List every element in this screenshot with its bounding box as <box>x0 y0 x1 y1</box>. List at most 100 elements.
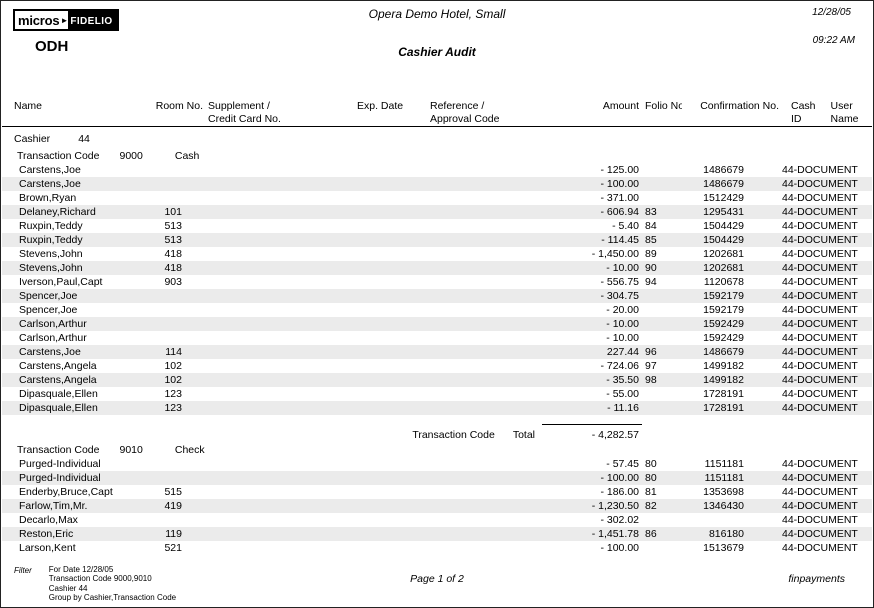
cell-exp-date <box>354 163 428 177</box>
cell-supplement <box>206 345 354 359</box>
transaction-code-name: Check <box>174 444 205 456</box>
cell-folio-no: 80 <box>645 472 657 484</box>
report-date: 12/28/05 <box>812 7 851 18</box>
cell-supplement <box>206 331 354 345</box>
cell-confirmation-no: 1151181 <box>704 458 744 470</box>
col-header-cash-id-user: Cash ID User Name <box>782 97 872 127</box>
table-row: Brown,Ryan - 371.00 1512429 44-DOCUMENT <box>2 191 872 205</box>
cashier-group-label: Cashier 44 <box>2 126 872 147</box>
cell-reference <box>428 289 542 303</box>
cell-supplement <box>206 513 354 527</box>
cell-folio-no <box>642 163 682 177</box>
cell-confirmation-no: 1728191 <box>703 402 744 414</box>
cell-folio-no: 81 <box>645 486 657 498</box>
cell-room-no: 123 <box>164 388 182 400</box>
cell-cash-id-user: 44-DOCUMENT <box>782 402 858 414</box>
cell-guest-name: Ruxpin,Teddy <box>19 220 83 232</box>
cell-exp-date <box>354 233 428 247</box>
cell-reference <box>428 471 542 485</box>
cell-guest-name: Delaney,Richard <box>19 206 96 218</box>
cell-exp-date <box>354 527 428 541</box>
table-row: Carstens,Angela 102 - 35.50 98 1499182 4… <box>2 373 872 387</box>
cell-cash-id-user: 44-DOCUMENT <box>782 528 858 540</box>
cell-folio-no <box>642 289 682 303</box>
cell-guest-name: Dipasquale,Ellen <box>19 402 98 414</box>
cashier-audit-table: Name Room No. Supplement / Credit Card N… <box>2 97 872 555</box>
micros-fidelio-logo: micros ► FIDELIO <box>13 9 119 31</box>
cell-amount: - 304.75 <box>600 290 639 302</box>
table-row: Carlson,Arthur - 10.00 1592429 44-DOCUME… <box>2 317 872 331</box>
transaction-code-value: 9010 <box>119 444 143 456</box>
table-row: Stevens,John 418 - 10.00 90 1202681 44-D… <box>2 261 872 275</box>
section-header-row: Transaction Code 9010 Check <box>2 441 872 457</box>
cell-confirmation-no: 1499182 <box>703 374 744 386</box>
cell-guest-name: Stevens,John <box>19 248 83 260</box>
cell-guest-name: Carstens,Joe <box>19 164 81 176</box>
cell-guest-name: Larson,Kent <box>19 542 76 554</box>
table-row: Enderby,Bruce,Capt 515 - 186.00 81 13536… <box>2 485 872 499</box>
col-header-user: User <box>830 100 853 112</box>
cell-amount: - 186.00 <box>600 486 639 498</box>
cell-guest-name: Carstens,Angela <box>19 360 97 372</box>
cashier-label: Cashier <box>14 133 51 145</box>
cell-guest-name: Purged-Individual <box>19 472 101 484</box>
cell-cash-id-user: 44-DOCUMENT <box>782 332 858 344</box>
col-header-name: Name <box>2 97 154 127</box>
cell-supplement <box>206 205 354 219</box>
cell-confirmation-no: 1728191 <box>703 388 744 400</box>
cell-guest-name: Carstens,Joe <box>19 346 81 358</box>
cell-reference <box>428 345 542 359</box>
col-header-amount: Amount <box>542 97 642 127</box>
cell-exp-date <box>354 471 428 485</box>
cell-reference <box>428 247 542 261</box>
col-header-room: Room No. <box>154 97 206 127</box>
property-code: ODH <box>35 38 69 55</box>
cell-amount: - 10.00 <box>606 332 639 344</box>
cell-reference <box>428 373 542 387</box>
cell-exp-date <box>354 303 428 317</box>
cell-folio-no: 84 <box>645 220 657 232</box>
cell-amount: - 11.16 <box>607 402 639 414</box>
table-row: Stevens,John 418 - 1,450.00 89 1202681 4… <box>2 247 872 261</box>
cell-confirmation-no: 1504429 <box>703 234 744 246</box>
cell-reference <box>428 513 542 527</box>
cell-guest-name: Spencer,Joe <box>19 304 78 316</box>
cell-confirmation-no: 1486679 <box>703 164 744 176</box>
cell-exp-date <box>354 359 428 373</box>
cell-amount: - 606.94 <box>600 206 639 218</box>
table-row: Reston,Eric 119 - 1,451.78 86 816180 44-… <box>2 527 872 541</box>
cell-confirmation-no: 1512429 <box>703 192 744 204</box>
cell-room-no <box>154 471 206 485</box>
cell-cash-id-user: 44-DOCUMENT <box>782 290 858 302</box>
hotel-name: Opera Demo Hotel, Small <box>368 7 506 21</box>
spacer-row <box>2 415 872 424</box>
table-row: Carstens,Joe - 100.00 1486679 44-DOCUMEN… <box>2 177 872 191</box>
cell-amount: - 100.00 <box>600 472 639 484</box>
cell-guest-name: Carlson,Arthur <box>19 318 87 330</box>
cell-folio-no <box>642 317 682 331</box>
cell-exp-date <box>354 317 428 331</box>
col-header-supplement-line2: Credit Card No. <box>208 112 281 125</box>
cashier-group-row: Cashier 44 <box>2 126 872 147</box>
cell-cash-id-user: 44-DOCUMENT <box>782 192 858 204</box>
cell-confirmation-no: 1499182 <box>703 360 744 372</box>
cell-amount: - 556.75 <box>600 276 639 288</box>
cell-room-no: 521 <box>164 542 182 554</box>
cell-exp-date <box>354 457 428 471</box>
cell-room-no: 513 <box>164 234 182 246</box>
cell-cash-id-user: 44-DOCUMENT <box>782 360 858 372</box>
filter-lines: For Date 12/28/05 Transaction Code 9000,… <box>49 565 176 603</box>
cell-amount: - 57.45 <box>606 458 639 470</box>
cell-reference <box>428 541 542 555</box>
cell-amount: - 1,230.50 <box>591 500 639 512</box>
cell-folio-no: 96 <box>645 346 657 358</box>
cell-guest-name: Decarlo,Max <box>19 514 78 526</box>
col-header-name2: Name <box>830 112 859 125</box>
filter-line-date: For Date 12/28/05 <box>48 564 114 574</box>
table-row: Carstens,Angela 102 - 724.06 97 1499182 … <box>2 359 872 373</box>
cell-room-no: 101 <box>164 206 182 218</box>
logo-micros-text: micros <box>18 13 60 28</box>
cell-supplement <box>206 247 354 261</box>
cell-guest-name: Carlson,Arthur <box>19 332 87 344</box>
col-header-cash: Cash <box>791 100 816 112</box>
